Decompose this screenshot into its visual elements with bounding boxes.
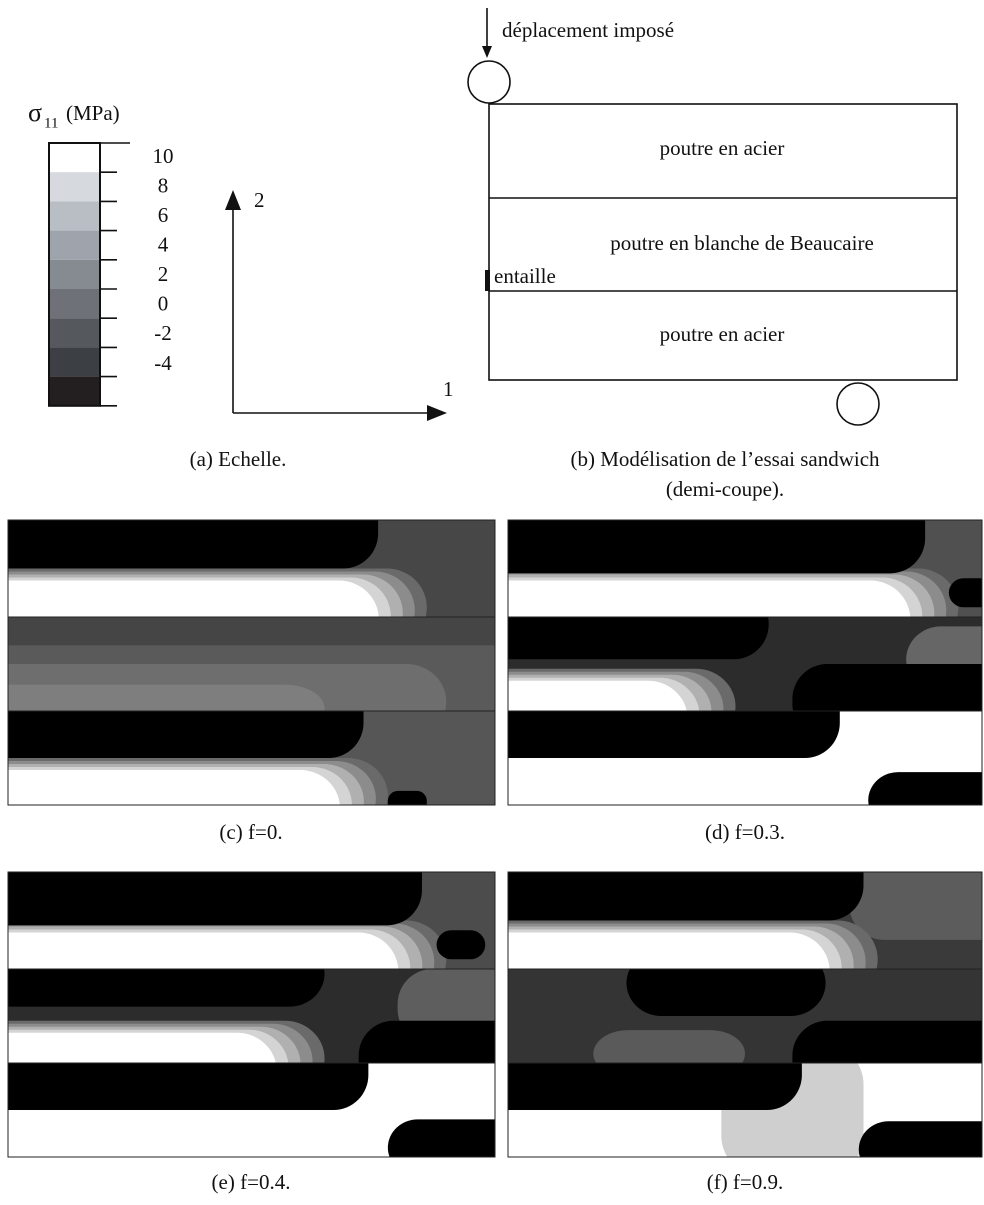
contour [387, 1119, 495, 1157]
load-label: déplacement imposé [502, 18, 674, 42]
contour-strip [8, 969, 495, 1063]
contour-strip [8, 711, 495, 805]
scale-symbol: σ [28, 98, 42, 127]
caption: (f) f=0.9. [707, 1170, 784, 1194]
scale-band [49, 259, 100, 289]
contour [948, 578, 982, 608]
contour [8, 520, 379, 569]
layer-label: poutre en blanche de Beaucaire [610, 231, 874, 255]
contour-strip [508, 1063, 982, 1157]
contour [387, 790, 427, 805]
contour [508, 872, 864, 921]
axis-label: 2 [254, 188, 265, 212]
scale-tick-label: 6 [158, 203, 169, 227]
contour [8, 1032, 276, 1063]
scale-tick-label: 0 [158, 292, 169, 316]
axes-arrows [225, 190, 447, 421]
contour [8, 1063, 369, 1110]
contour [8, 770, 340, 805]
contour [8, 969, 325, 1007]
contour-strip [8, 520, 495, 617]
contour-strip [8, 872, 495, 969]
contour [849, 872, 982, 940]
caption: (c) f=0. [219, 820, 282, 844]
contour-strip [508, 872, 982, 969]
contour [508, 580, 911, 617]
contour [858, 1121, 982, 1157]
scale-band [49, 318, 100, 348]
scale-tick-label: 10 [153, 144, 174, 168]
scale-unit: (MPa) [66, 101, 120, 125]
contour [508, 932, 830, 969]
scale-band [49, 289, 100, 319]
scale-tick-label: 4 [158, 233, 169, 257]
contour [8, 684, 325, 711]
scale-band [49, 172, 100, 202]
contour [508, 617, 769, 660]
strip-frame [507, 1062, 983, 1158]
contour-strip [508, 969, 982, 1063]
caption: (b) Modélisation de l’essai sandwich [570, 447, 880, 471]
contour-strip [8, 1063, 495, 1157]
contour [792, 1020, 982, 1063]
scale-bar: 10 8 6 4 2 0 -2 -4 [48, 142, 174, 407]
scale-band [49, 376, 100, 406]
caption: (d) f=0.3. [705, 820, 785, 844]
contour [508, 680, 687, 711]
notch-label: entaille [494, 264, 556, 288]
scale-band [49, 347, 100, 377]
axis-label: 1 [443, 377, 454, 401]
scale-tick-label: -4 [154, 351, 172, 375]
model-diagram [467, 8, 958, 426]
contour [8, 580, 379, 617]
strip-frame [7, 710, 496, 806]
contour [626, 969, 826, 1016]
contour-strip [8, 617, 495, 711]
contour-strip [508, 711, 982, 805]
contour-strip [508, 520, 982, 617]
caption: (a) Echelle. [190, 447, 287, 471]
contour-panels [7, 519, 983, 1158]
scale-tick-label: -2 [154, 321, 172, 345]
layer-label: poutre en acier [660, 322, 785, 346]
scale-tick-label: 2 [158, 262, 169, 286]
contour [508, 1063, 802, 1110]
scale-band [49, 230, 100, 260]
contour [358, 1020, 495, 1063]
contour [792, 664, 982, 711]
scale-band [49, 143, 100, 173]
scale-tick-label: 8 [158, 173, 169, 197]
contour [436, 930, 486, 960]
caption: (e) f=0.4. [212, 1170, 291, 1194]
contour [868, 772, 982, 805]
caption: (demi-coupe). [666, 477, 784, 501]
scale-band [49, 201, 100, 231]
layer-label: poutre en acier [660, 136, 785, 160]
strip-frame [7, 1062, 496, 1158]
contour [508, 711, 840, 758]
contour [8, 932, 399, 969]
contour [8, 711, 364, 758]
contour [593, 1030, 745, 1063]
contour [8, 617, 495, 646]
strip-frame [507, 710, 983, 806]
contour-strip [508, 617, 982, 711]
contour [508, 520, 926, 574]
contour [8, 872, 422, 926]
scale-subscript: 11 [44, 115, 58, 131]
